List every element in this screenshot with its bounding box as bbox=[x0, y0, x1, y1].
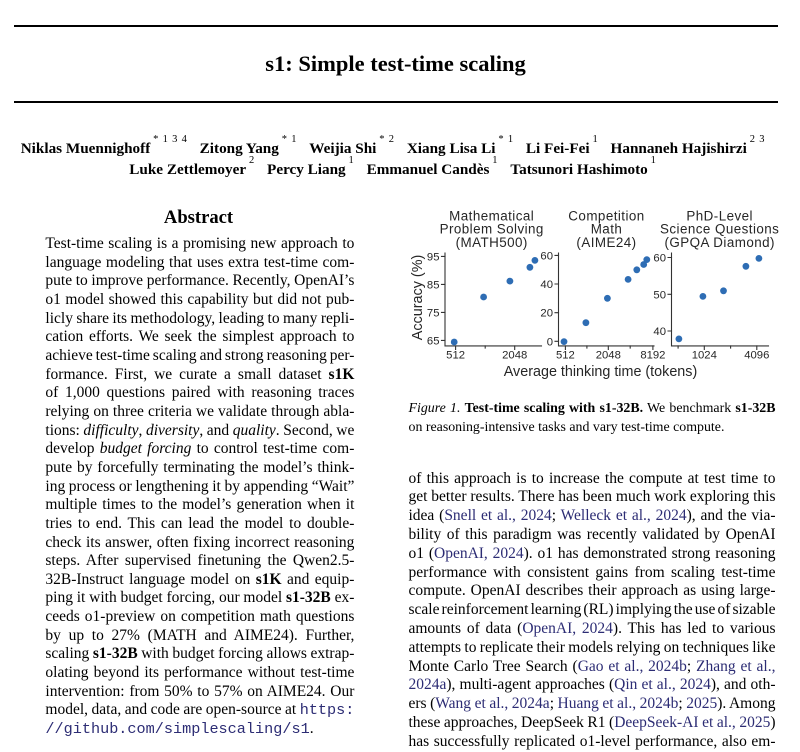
svg-text:(AIME24): (AIME24) bbox=[576, 235, 636, 250]
svg-text:2048: 2048 bbox=[502, 350, 527, 362]
svg-text:2048: 2048 bbox=[596, 350, 621, 362]
svg-text:512: 512 bbox=[556, 350, 575, 362]
svg-text:(GPQA Diamond): (GPQA Diamond) bbox=[664, 235, 774, 250]
svg-text:1024: 1024 bbox=[692, 350, 717, 362]
svg-text:0: 0 bbox=[547, 336, 553, 348]
svg-text:85: 85 bbox=[427, 279, 440, 291]
svg-text:Competition: Competition bbox=[568, 208, 644, 223]
svg-text:40: 40 bbox=[540, 279, 553, 291]
svg-text:Average thinking time (tokens): Average thinking time (tokens) bbox=[504, 364, 697, 380]
svg-text:65: 65 bbox=[427, 335, 440, 347]
svg-text:95: 95 bbox=[427, 251, 440, 263]
svg-text:4096: 4096 bbox=[744, 350, 769, 362]
svg-text:PhD-Level: PhD-Level bbox=[686, 208, 753, 223]
svg-text:40: 40 bbox=[653, 326, 666, 338]
svg-text:(MATH500): (MATH500) bbox=[456, 235, 528, 250]
svg-text:75: 75 bbox=[427, 307, 440, 319]
svg-text:60: 60 bbox=[540, 250, 553, 262]
svg-text:Math: Math bbox=[591, 222, 623, 237]
svg-text:Accuracy (%): Accuracy (%) bbox=[410, 255, 426, 341]
svg-text:Problem Solving: Problem Solving bbox=[440, 222, 544, 237]
svg-text:8192: 8192 bbox=[640, 350, 665, 362]
svg-text:50: 50 bbox=[653, 289, 666, 301]
svg-text:Science Questions: Science Questions bbox=[660, 222, 779, 237]
svg-text:Mathematical: Mathematical bbox=[449, 208, 534, 223]
svg-text:60: 60 bbox=[653, 253, 666, 265]
svg-text:20: 20 bbox=[540, 308, 553, 320]
svg-text:512: 512 bbox=[446, 350, 465, 362]
